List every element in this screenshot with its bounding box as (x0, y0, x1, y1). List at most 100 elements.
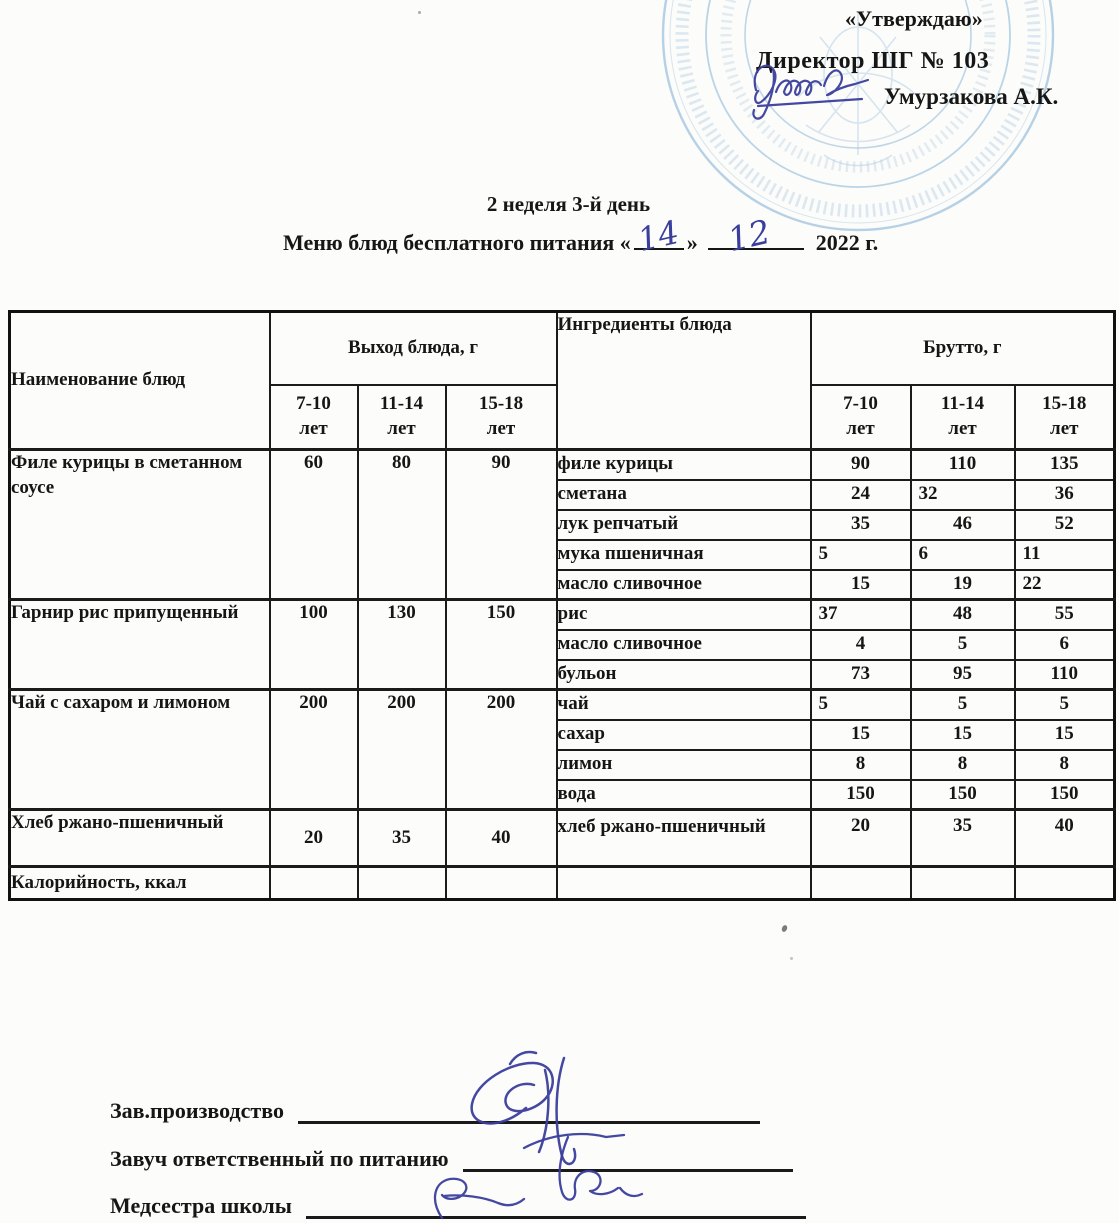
signature-row-production-manager: Зав.производство (110, 1092, 760, 1124)
table-subheader-row: 7-10 лет 11-14 лет 15-18 лет 7-10 лет 11-14 л… (10, 383, 1116, 451)
table-row: мука пшеничная 5 6 11 (10, 538, 1116, 571)
table-row: лук репчатый 35 46 52 (10, 508, 1116, 541)
gross-value-cell: 90 (809, 448, 912, 481)
calories-row: Калорийность, ккал (8, 865, 1116, 901)
output-value-cell: 40 (444, 808, 558, 868)
table-row: вода 150 150 150 (10, 778, 1116, 811)
gross-value-cell: 5 (909, 628, 1016, 661)
gross-value-cell: 135 (1013, 448, 1116, 481)
col-header-gross: Брутто, г (809, 310, 1116, 386)
menu-table: Наименование блюд Выход блюда, г Ингреди… (8, 310, 1117, 901)
ingredient-name-cell: вода (555, 778, 812, 811)
signature-line (297, 1095, 760, 1124)
gross-value-cell: 35 (809, 508, 912, 541)
gross-value-cell: 110 (909, 448, 1016, 481)
signature-line (462, 1143, 793, 1172)
ingredient-name-cell: масло сливочное (555, 568, 812, 601)
ingredient-name-cell: хлеб ржано-пшеничный (555, 808, 812, 868)
gross-value-cell: 6 (909, 538, 1016, 571)
gross-value-cell: 5 (809, 538, 912, 571)
col-header-output: Выход блюда, г (268, 310, 558, 386)
col-header-age-15-18: 15-18 лет (444, 383, 558, 451)
output-value-cell: 35 (356, 808, 447, 868)
gross-value-cell: 150 (1013, 778, 1116, 811)
dish-name-cell: Хлеб ржано-пшеничный (8, 808, 271, 868)
gross-value-cell: 150 (909, 778, 1016, 811)
col-header-age-7-10: 7-10 лет (809, 383, 912, 451)
gross-value-cell: 5 (809, 688, 912, 721)
gross-value-cell: 36 (1013, 478, 1116, 511)
table-row: масло сливочное 4 5 6 (10, 628, 1116, 661)
ingredient-name-cell: бульон (555, 658, 812, 691)
signature-row-nutrition-deputy: Завуч ответственный по питанию (110, 1140, 793, 1172)
output-value-cell: 80 (356, 448, 447, 601)
calories-value-cell (809, 865, 912, 901)
director-title: Директор ШГ № 103 (756, 48, 990, 74)
output-value-cell: 60 (268, 448, 359, 601)
gross-value-cell: 15 (809, 568, 912, 601)
gross-value-cell: 11 (1013, 538, 1116, 571)
col-header-age-11-14: 11-14 лет (356, 383, 447, 451)
ingredient-name-cell: масло сливочное (555, 628, 812, 661)
gross-value-cell: 15 (1013, 718, 1116, 751)
gross-value-cell: 22 (1013, 568, 1116, 601)
ingredient-name-cell: рис (555, 598, 812, 631)
ingredient-name-cell: филе курицы (555, 448, 812, 481)
ingredient-name-cell: лук репчатый (555, 508, 812, 541)
gross-value-cell: 35 (909, 808, 1016, 868)
gross-value-cell: 73 (809, 658, 912, 691)
col-header-age-7-10: 7-10 лет (268, 383, 359, 451)
gross-value-cell: 8 (909, 748, 1016, 781)
approval-label: «Утверждаю» (845, 6, 983, 31)
year-text: 2022 г. (815, 230, 879, 255)
sig-label-school-nurse: Медсестра школы (110, 1193, 292, 1218)
table-row: масло сливочное 15 19 22 (10, 568, 1116, 601)
gross-value-cell: 95 (909, 658, 1016, 691)
gross-value-cell: 48 (909, 598, 1016, 631)
signature-line (305, 1190, 806, 1219)
week-day-title: 2 неделя 3-й день (486, 192, 651, 216)
col-header-ingredients: Ингредиенты блюда (555, 310, 812, 451)
sig-label-production-manager: Зав.производство (110, 1098, 284, 1123)
gross-value-cell: 110 (1013, 658, 1116, 691)
output-value-cell: 200 (268, 688, 359, 811)
calories-value-cell (444, 865, 558, 901)
col-header-age-11-14: 11-14 лет (909, 383, 1016, 451)
calories-value-cell (909, 865, 1016, 901)
calories-label-cell: Калорийность, ккал (8, 865, 271, 901)
director-name: Умурзакова А.К. (884, 84, 1059, 109)
dish-name-cell: Филе курицы в сметанном соусе (8, 448, 271, 601)
gross-value-cell: 40 (1013, 808, 1116, 868)
handwritten-month: 12 (723, 211, 774, 260)
gross-value-cell: 4 (809, 628, 912, 661)
output-value-cell: 150 (444, 598, 558, 691)
close-quote: » (686, 230, 698, 255)
gross-value-cell: 46 (909, 508, 1016, 541)
gross-value-cell: 8 (1013, 748, 1116, 781)
calories-value-cell (1013, 865, 1116, 901)
table-row: сахар 15 15 15 (10, 718, 1116, 751)
date-month-blank: 12 (707, 212, 804, 259)
table-row: сметана 24 32 36 (10, 478, 1116, 511)
gross-value-cell: 24 (809, 478, 912, 511)
ingredient-name-cell: мука пшеничная (555, 538, 812, 571)
table-header-row: Наименование блюд Выход блюда, г Ингреди… (8, 310, 1116, 451)
output-value-cell: 200 (356, 688, 447, 811)
col-header-dish-name: Наименование блюд (8, 310, 271, 451)
output-value-cell: 90 (444, 448, 558, 601)
col-header-age-15-18: 15-18 лет (1013, 383, 1116, 451)
menu-table-body: Филе курицы в сметанном соусе 60 80 90 филе … (8, 448, 1116, 901)
output-value-cell: 100 (268, 598, 359, 691)
gross-value-cell: 6 (1013, 628, 1116, 661)
gross-value-cell: 150 (809, 778, 912, 811)
gross-value-cell: 15 (909, 718, 1016, 751)
table-row: Хлеб ржано-пшеничный 20 35 40 хлеб ржано-пше… (8, 808, 1116, 868)
output-value-cell: 130 (356, 598, 447, 691)
date-day-blank: 14 (633, 213, 684, 259)
output-value-cell: 200 (444, 688, 558, 811)
scan-speck (780, 924, 789, 933)
gross-value-cell: 8 (809, 748, 912, 781)
gross-value-cell: 20 (809, 808, 912, 868)
gross-value-cell: 37 (809, 598, 912, 631)
